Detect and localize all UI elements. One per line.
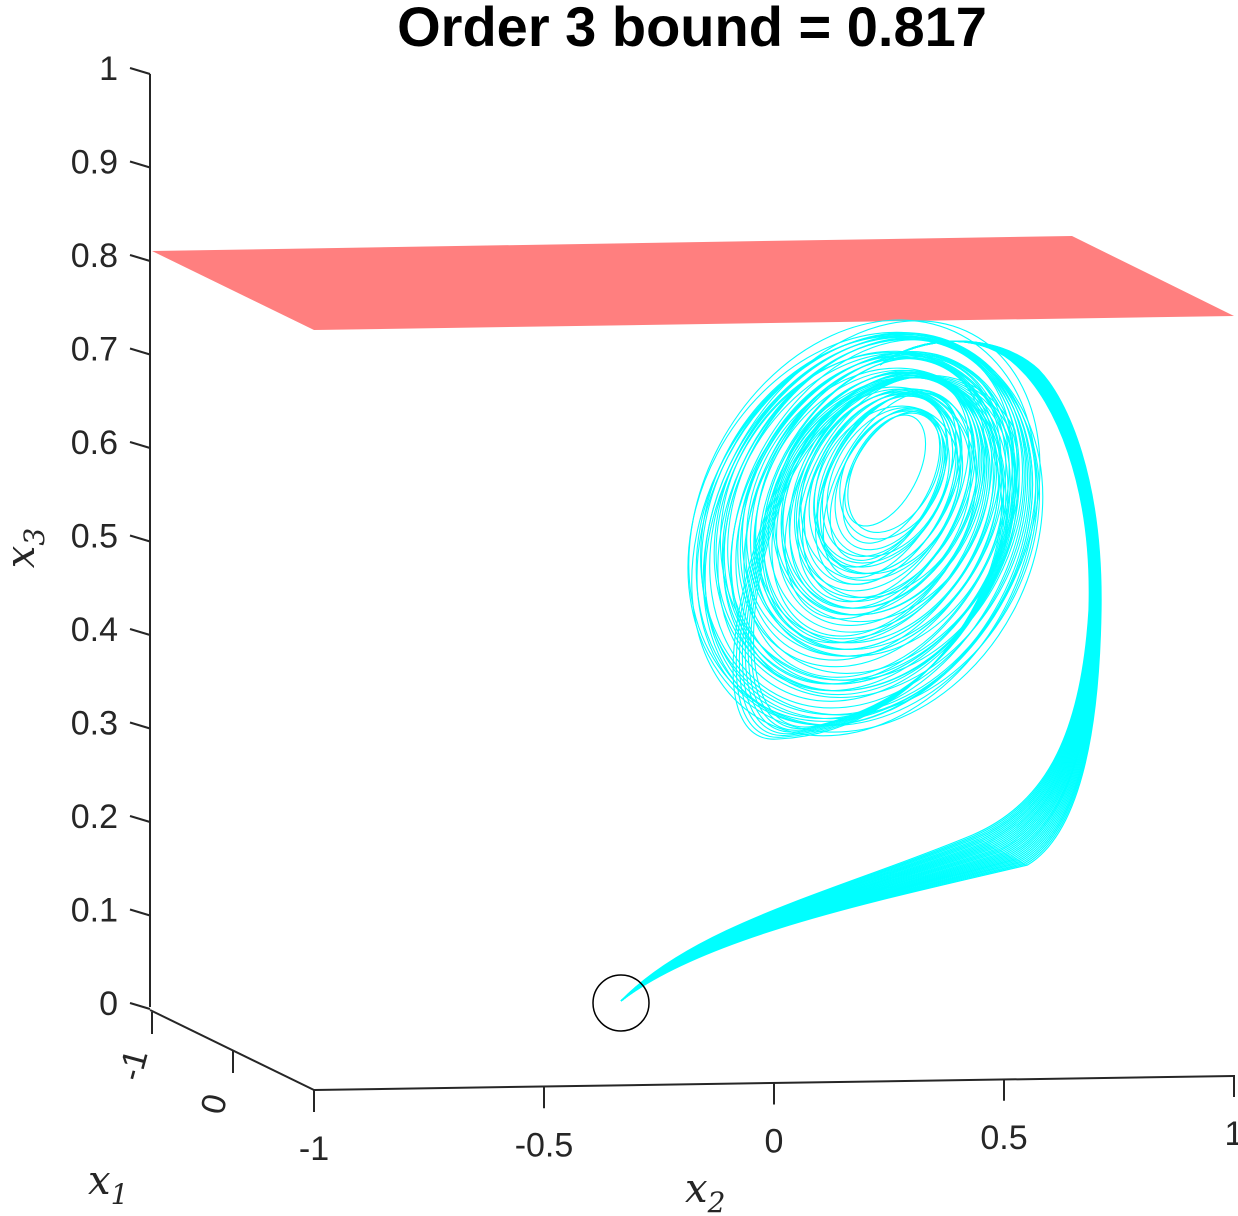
trajectory-loop [795, 390, 962, 592]
x3-tick [129, 160, 151, 169]
x3-tick [129, 721, 151, 730]
trajectory-loop [730, 351, 1020, 696]
x3-tick-label: 0.2 [71, 798, 118, 836]
x3-tick [129, 908, 151, 917]
x3-tick-label: 0.8 [71, 237, 118, 275]
x3-tick-label: 1 [99, 50, 118, 88]
x3-axis-label: x3 [0, 528, 51, 568]
x2-tick-label: -1 [299, 1130, 329, 1168]
trajectory-series [620, 319, 1102, 1002]
trajectory-loop [687, 331, 1044, 733]
x2-axis-label: x2 [685, 1166, 725, 1216]
x2-tick-label: 0 [765, 1123, 784, 1161]
x1-tick-label: -1 [111, 1046, 156, 1085]
trajectory-loop [803, 392, 957, 585]
trajectory-loop [743, 353, 1010, 678]
trajectory-loop [788, 376, 981, 609]
x3-tick [129, 815, 151, 823]
x3-tick-label: 0.1 [71, 892, 118, 930]
trajectory-loop [822, 392, 957, 579]
chart-title: Order 3 bound = 0.817 [397, 0, 987, 58]
x3-tick-label: 0.7 [71, 331, 118, 369]
trajectory-loop [700, 333, 1034, 716]
x3-tick-label: 0 [99, 985, 118, 1023]
x3-tick [129, 254, 151, 262]
x3-tick-label: 0.5 [71, 518, 118, 556]
x3-tick [129, 534, 151, 543]
trajectory-loop [723, 352, 1011, 685]
trajectory-loop [703, 336, 1034, 720]
trajectory-loop [842, 411, 941, 544]
x1-tick-label: 0 [194, 1090, 236, 1118]
x3-tick [129, 628, 151, 636]
x3-tick [129, 67, 151, 75]
bound-surface [152, 236, 1234, 330]
trajectory-line [620, 340, 1102, 1002]
x3-tick [129, 347, 151, 356]
x3-tick-label: 0.4 [71, 611, 118, 649]
initial-point-marker [592, 974, 650, 1032]
x3-tick [129, 441, 151, 449]
trajectory-loop [745, 356, 996, 661]
trajectory-loop [816, 395, 954, 568]
trajectory-loop [691, 332, 1037, 737]
x3-tick-label: 0.9 [71, 144, 118, 182]
svg-text:x3: x3 [0, 528, 51, 568]
x3-tick-label: 0.3 [71, 705, 118, 743]
x2-tick-label: -0.5 [515, 1126, 574, 1164]
x2-tick-label: 0.5 [980, 1119, 1027, 1157]
x3-tick-label: 0.6 [71, 424, 118, 462]
x2-tick-label: 1 [1225, 1115, 1238, 1153]
x1-axis-label: x1 [88, 1158, 128, 1211]
trajectory-loop [732, 376, 1002, 740]
x1-axis-line [149, 1009, 315, 1091]
x3-tick [129, 1002, 151, 1010]
axes: 0 0.1 0.2 0.3 0.4 0.5 0.6 0.7 0.8 0.9 1 -1 0 -1 -0.5 0 0… [71, 50, 1238, 1168]
